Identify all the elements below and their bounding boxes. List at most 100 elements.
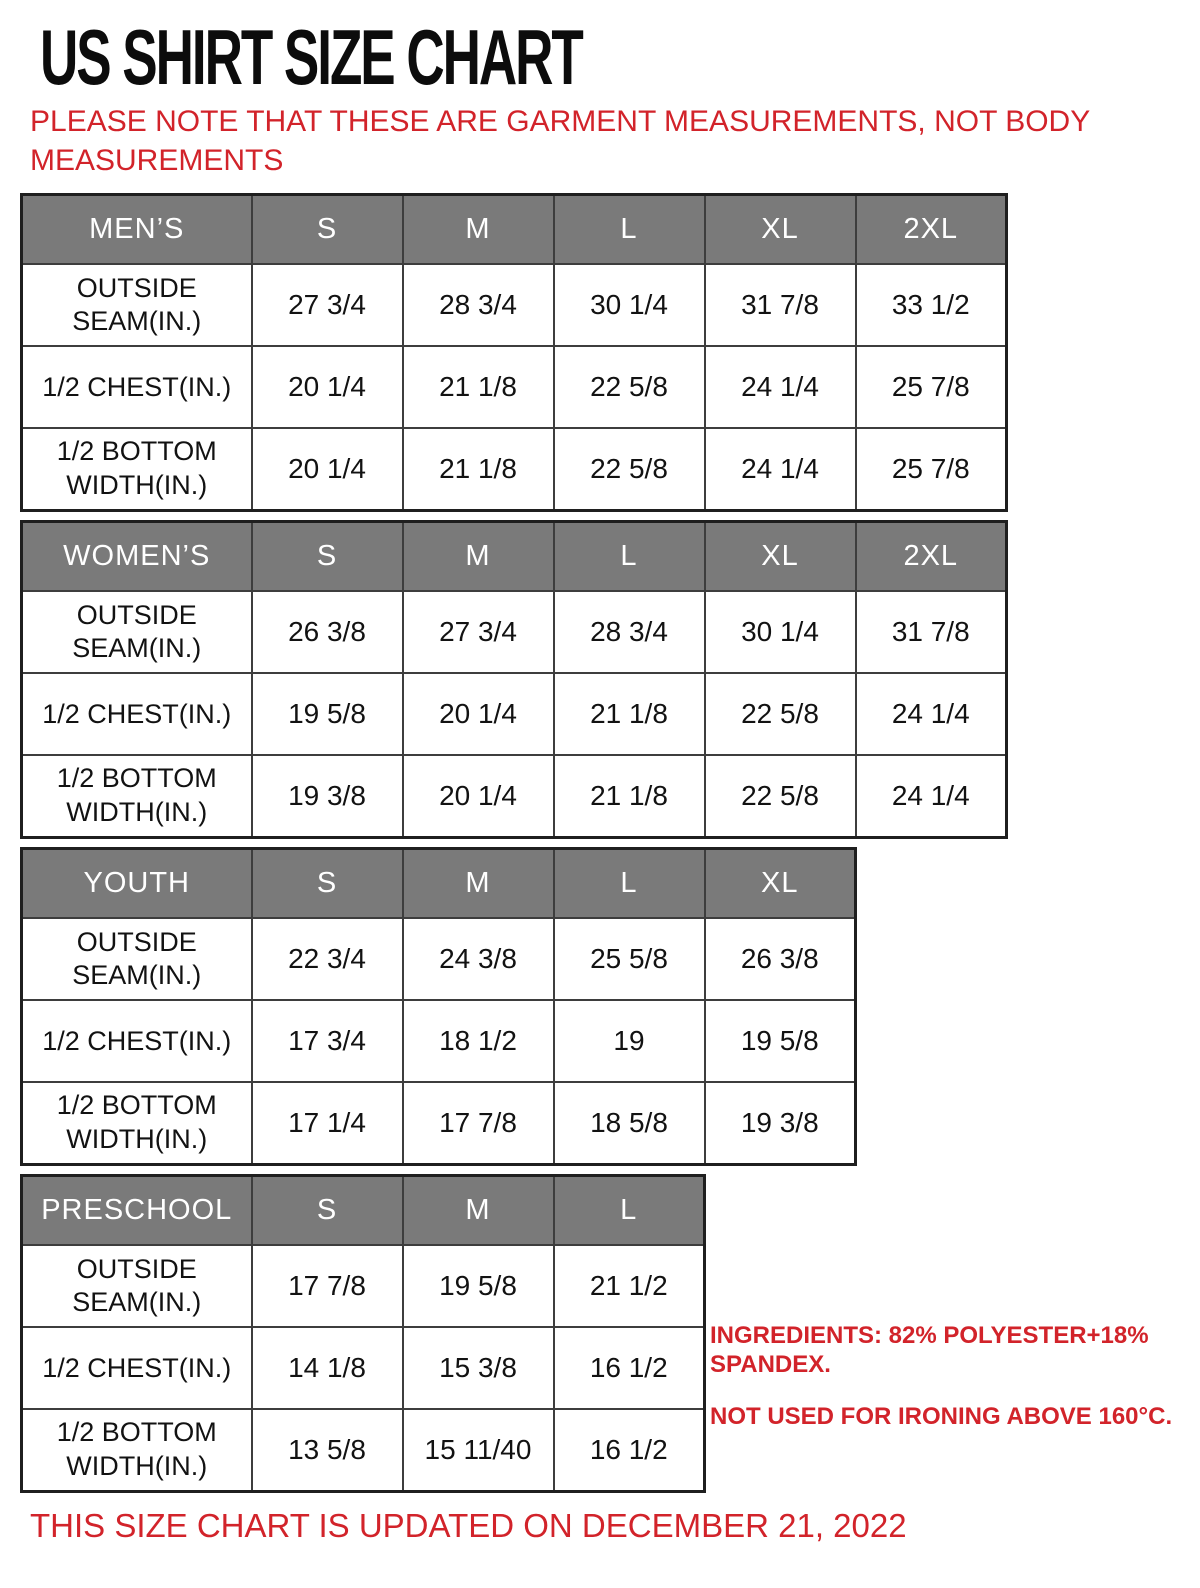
size-value-cell: 19 (552, 999, 706, 1084)
size-value-cell: 24 1/4 (854, 672, 1008, 757)
update-date-footer: THIS SIZE CHART IS UPDATED ON DECEMBER 2… (30, 1506, 907, 1544)
size-column-header: M (401, 193, 555, 266)
measurement-row: OUTSIDE SEAM(IN.) 26 3/8 27 3/4 28 3/4 30 1/… (20, 590, 1008, 675)
header-row-youth: YOUTH S M L XL (20, 847, 857, 920)
size-value-cell: 28 3/4 (552, 590, 706, 675)
size-column-header: L (552, 847, 706, 920)
size-value-cell: 20 1/4 (401, 672, 555, 757)
size-value-cell: 17 7/8 (401, 1081, 555, 1166)
size-value-cell: 26 3/8 (703, 917, 857, 1002)
measurement-row: 1/2 CHEST(IN.) 17 3/4 18 1/2 19 19 5/8 (20, 999, 857, 1084)
size-value-cell: 25 5/8 (552, 917, 706, 1002)
size-column-header: 2XL (854, 193, 1008, 266)
size-column-header: L (552, 520, 706, 593)
size-value-cell: 20 1/4 (250, 345, 404, 430)
size-column-header: XL (703, 847, 857, 920)
size-value-cell: 17 3/4 (250, 999, 404, 1084)
size-value-cell: 33 1/2 (854, 263, 1008, 348)
size-value-cell: 18 5/8 (552, 1081, 706, 1166)
measurement-row: 1/2 CHEST(IN.) 14 1/8 15 3/8 16 1/2 (20, 1326, 706, 1411)
measurement-row: 1/2 BOTTOM WIDTH(IN.) 19 3/8 20 1/4 21 1/8 2… (20, 754, 1008, 839)
size-value-cell: 25 7/8 (854, 427, 1008, 512)
measurement-row: OUTSIDE SEAM(IN.) 27 3/4 28 3/4 30 1/4 31 7/… (20, 263, 1008, 348)
size-value-cell: 26 3/8 (250, 590, 404, 675)
size-value-cell: 18 1/2 (401, 999, 555, 1084)
size-table-womens: WOMEN’S S M L XL 2XL OUTSIDE SEAM(IN.) 26 3/8 27… (20, 519, 1008, 839)
size-value-cell: 19 5/8 (401, 1244, 555, 1329)
measurement-row: 1/2 BOTTOM WIDTH(IN.) 13 5/8 15 11/40 16 1/… (20, 1408, 706, 1493)
size-column-header: 2XL (854, 520, 1008, 593)
size-column-header: S (250, 847, 404, 920)
table-category-header: WOMEN’S (20, 520, 253, 593)
size-value-cell: 31 7/8 (854, 590, 1008, 675)
measurement-row: 1/2 BOTTOM WIDTH(IN.) 17 1/4 17 7/8 18 5/8 1… (20, 1081, 857, 1166)
size-column-header: M (401, 520, 555, 593)
row-label-cell: OUTSIDE SEAM(IN.) (20, 1244, 253, 1329)
table-block-womens: WOMEN’S S M L XL 2XL OUTSIDE SEAM(IN.) 26 3/8 27… (20, 519, 1200, 839)
size-value-cell: 13 5/8 (250, 1408, 404, 1493)
size-value-cell: 31 7/8 (703, 263, 857, 348)
row-label-cell: 1/2 BOTTOM WIDTH(IN.) (20, 1408, 253, 1493)
size-chart-page: US SHIRT SIZE CHART PLEASE NOTE THAT THE… (0, 13, 1200, 1544)
size-value-cell: 19 3/8 (250, 754, 404, 839)
size-column-header: L (552, 193, 706, 266)
size-value-cell: 17 7/8 (250, 1244, 404, 1329)
table-block-mens: MEN’S S M L XL 2XL OUTSIDE SEAM(IN.) 27 3/4 28 3… (20, 192, 1200, 512)
size-value-cell: 25 7/8 (854, 345, 1008, 430)
size-value-cell: 30 1/4 (703, 590, 857, 675)
measurement-row: 1/2 CHEST(IN.) 19 5/8 20 1/4 21 1/8 22 5/8 24… (20, 672, 1008, 757)
size-value-cell: 20 1/4 (401, 754, 555, 839)
size-value-cell: 21 1/8 (401, 427, 555, 512)
size-column-header: M (401, 847, 555, 920)
size-value-cell: 24 1/4 (854, 754, 1008, 839)
size-value-cell: 21 1/8 (401, 345, 555, 430)
size-value-cell: 22 5/8 (703, 754, 857, 839)
size-value-cell: 19 3/8 (703, 1081, 857, 1166)
size-value-cell: 19 5/8 (703, 999, 857, 1084)
table-block-preschool: PRESCHOOL S M L OUTSIDE SEAM(IN.) 17 7/8 19 5/… (20, 1173, 1200, 1493)
size-value-cell: 24 3/8 (401, 917, 555, 1002)
row-label-cell: 1/2 CHEST(IN.) (20, 672, 253, 757)
size-column-header: XL (703, 520, 857, 593)
header-row-womens: WOMEN’S S M L XL 2XL (20, 520, 1008, 593)
size-value-cell: 17 1/4 (250, 1081, 404, 1166)
size-value-cell: 27 3/4 (401, 590, 555, 675)
table-block-youth: YOUTH S M L XL OUTSIDE SEAM(IN.) 22 3/4 24 3/8 2… (20, 846, 1200, 1166)
size-value-cell: 15 3/8 (401, 1326, 555, 1411)
tables-container: MEN’S S M L XL 2XL OUTSIDE SEAM(IN.) 27 3/4 28 3… (0, 192, 1200, 1493)
header-row-preschool: PRESCHOOL S M L (20, 1174, 706, 1247)
size-value-cell: 24 1/4 (703, 345, 857, 430)
size-value-cell: 22 5/8 (552, 427, 706, 512)
page-title: US SHIRT SIZE CHART (40, 13, 584, 101)
table-category-header: YOUTH (20, 847, 253, 920)
size-value-cell: 22 5/8 (703, 672, 857, 757)
ingredients-line: INGREDIENTS: 82% POLYESTER+18% SPANDEX. (710, 1321, 1149, 1378)
row-label-cell: 1/2 CHEST(IN.) (20, 345, 253, 430)
size-value-cell: 27 3/4 (250, 263, 404, 348)
table-category-header: PRESCHOOL (20, 1174, 253, 1247)
measurement-row: 1/2 CHEST(IN.) 20 1/4 21 1/8 22 5/8 24 1/4 25… (20, 345, 1008, 430)
ingredients-note: INGREDIENTS: 82% POLYESTER+18% SPANDEX. … (710, 1322, 1200, 1431)
size-value-cell: 28 3/4 (401, 263, 555, 348)
size-value-cell: 15 11/40 (401, 1408, 555, 1493)
row-label-cell: 1/2 CHEST(IN.) (20, 1326, 253, 1411)
size-column-header: S (250, 520, 404, 593)
measurement-row: 1/2 BOTTOM WIDTH(IN.) 20 1/4 21 1/8 22 5/8 2… (20, 427, 1008, 512)
size-column-header: S (250, 1174, 404, 1247)
measurement-row: OUTSIDE SEAM(IN.) 17 7/8 19 5/8 21 1/2 (20, 1244, 706, 1329)
size-column-header: M (401, 1174, 555, 1247)
row-label-cell: 1/2 BOTTOM WIDTH(IN.) (20, 754, 253, 839)
row-label-cell: 1/2 BOTTOM WIDTH(IN.) (20, 427, 253, 512)
size-table-mens: MEN’S S M L XL 2XL OUTSIDE SEAM(IN.) 27 3/4 28 3… (20, 192, 1008, 512)
size-value-cell: 21 1/8 (552, 754, 706, 839)
size-table-preschool: PRESCHOOL S M L OUTSIDE SEAM(IN.) 17 7/8 19 5/… (20, 1173, 706, 1493)
table-category-header: MEN’S (20, 193, 253, 266)
size-value-cell: 30 1/4 (552, 263, 706, 348)
size-value-cell: 19 5/8 (250, 672, 404, 757)
measurement-row: OUTSIDE SEAM(IN.) 22 3/4 24 3/8 25 5/8 26 3/… (20, 917, 857, 1002)
row-label-cell: OUTSIDE SEAM(IN.) (20, 263, 253, 348)
size-value-cell: 16 1/2 (552, 1408, 706, 1493)
row-label-cell: 1/2 BOTTOM WIDTH(IN.) (20, 1081, 253, 1166)
size-value-cell: 16 1/2 (552, 1326, 706, 1411)
size-column-header: S (250, 193, 404, 266)
